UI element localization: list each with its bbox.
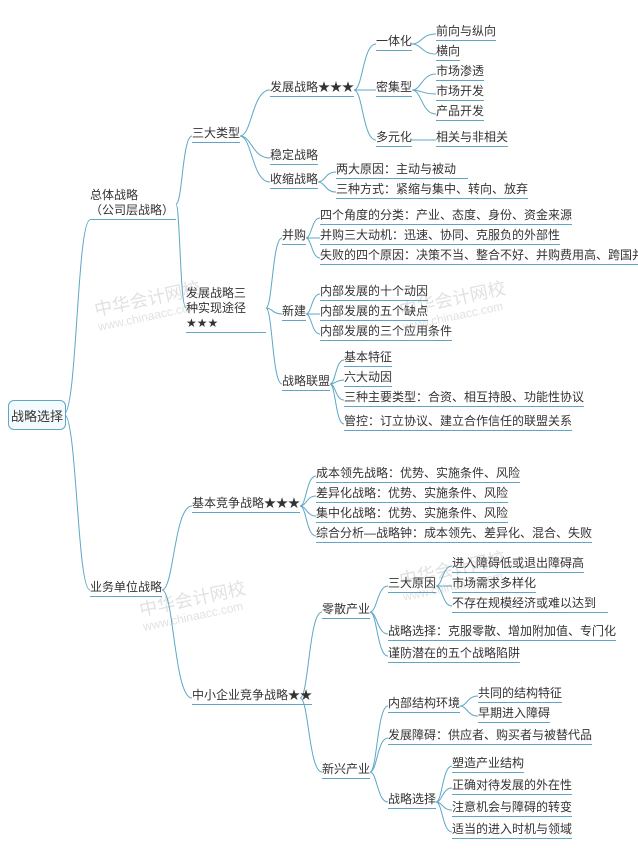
edge bbox=[176, 204, 186, 308]
edge bbox=[370, 772, 388, 802]
node-e6: 相关与非相关 bbox=[436, 128, 508, 147]
node-c8: 新兴产业 bbox=[322, 760, 370, 779]
node-d1: 一体化 bbox=[376, 32, 412, 51]
node-i1: 共同的结构特征 bbox=[478, 684, 562, 703]
node-j4: 适当的进入时机与领域 bbox=[452, 820, 572, 839]
node-d16: 成本领先战略：优势、实施条件、风险 bbox=[316, 464, 520, 483]
edge bbox=[306, 238, 320, 258]
node-h3: 战略选择 bbox=[388, 790, 436, 809]
edge bbox=[306, 294, 320, 314]
node-i2: 早期进入障碍 bbox=[478, 704, 550, 723]
node-h1: 内部结构环境 bbox=[388, 694, 460, 713]
edge bbox=[330, 384, 344, 424]
edge bbox=[306, 314, 320, 334]
edge bbox=[64, 220, 90, 414]
node-c2: 稳定战略 bbox=[270, 146, 318, 165]
node-h2: 发展障碍：供应者、购买者与被替代品 bbox=[388, 726, 592, 745]
edge bbox=[300, 476, 316, 506]
node-g1: 进入障碍低或退出障碍高 bbox=[452, 554, 584, 573]
node-d3: 多元化 bbox=[376, 128, 412, 147]
edge bbox=[354, 90, 376, 140]
node-e1: 前向与纵向 bbox=[436, 22, 496, 41]
edge bbox=[240, 90, 270, 136]
node-d8: 失败的四个原因：决策不当、整合不好、并购费用高、跨国并购面临政治风险 bbox=[320, 246, 638, 265]
node-f3: 谨防潜在的五个战略陷阱 bbox=[388, 644, 520, 663]
edge bbox=[412, 90, 436, 94]
node-d10: 内部发展的五个缺点 bbox=[320, 302, 428, 321]
node-d6: 四个角度的分类：产业、态度、身份、资金来源 bbox=[320, 206, 572, 225]
node-c4: 并购 bbox=[282, 226, 306, 245]
node-c7: 零散产业 bbox=[322, 600, 370, 619]
node-c3: 收缩战略 bbox=[270, 170, 318, 189]
node-j2: 正确对待发展的外在性 bbox=[452, 776, 572, 795]
node-g2: 市场需求多样化 bbox=[452, 574, 536, 593]
node-d12: 基本特征 bbox=[344, 348, 392, 367]
edge bbox=[460, 696, 478, 706]
node-b1: 三大类型 bbox=[192, 124, 240, 143]
node-b2: 发展战略三 种实现途径 ★★★ bbox=[186, 286, 266, 333]
node-c1: 发展战略★★★ bbox=[270, 78, 354, 97]
node-d11: 内部发展的三个应用条件 bbox=[320, 322, 452, 341]
edge bbox=[266, 238, 282, 308]
node-c6: 战略联盟 bbox=[282, 372, 330, 391]
edge bbox=[412, 34, 436, 44]
edge bbox=[370, 586, 388, 612]
edge bbox=[436, 586, 452, 606]
node-b3: 基本竞争战略★★★ bbox=[192, 494, 300, 513]
node-j1: 塑造产业结构 bbox=[452, 754, 524, 773]
root-label: 战略选择 bbox=[11, 406, 63, 425]
edge bbox=[64, 414, 90, 590]
node-g3: 不存在规模经济或难以达到 bbox=[452, 594, 608, 613]
node-a2: 业务单位战略 bbox=[90, 578, 162, 597]
edge bbox=[162, 506, 192, 590]
node-f1: 三大原因 bbox=[388, 574, 436, 593]
node-d5: 三种方式：紧缩与集中、转向、放弃 bbox=[336, 180, 528, 199]
node-d17: 差异化战略：优势、实施条件、风险 bbox=[316, 484, 508, 503]
edge bbox=[306, 218, 320, 238]
edge bbox=[300, 506, 316, 536]
node-c5: 新建 bbox=[282, 302, 306, 321]
edge bbox=[412, 74, 436, 90]
node-d15: 管控：订立协议、建立合作信任的联盟关系 bbox=[344, 412, 572, 431]
node-e4: 市场开发 bbox=[436, 82, 484, 101]
node-j3: 注意机会与障碍的转变 bbox=[452, 798, 572, 817]
edge bbox=[354, 44, 376, 90]
edge bbox=[460, 706, 478, 716]
node-b4: 中小企业竞争战略★★ bbox=[192, 686, 312, 705]
node-d9: 内部发展的十个动因 bbox=[320, 282, 428, 301]
node-d2: 密集型 bbox=[376, 78, 412, 97]
node-a1: 总体战略 （公司层战略） bbox=[90, 188, 176, 220]
node-e3: 市场渗透 bbox=[436, 62, 484, 81]
node-d7: 并购三大动机：迅速、协同、克服负的外部性 bbox=[320, 226, 560, 245]
root-node: 战略选择 bbox=[8, 400, 66, 430]
edge bbox=[240, 136, 270, 182]
node-d13: 六大动因 bbox=[344, 368, 392, 387]
edge bbox=[436, 566, 452, 586]
edge bbox=[162, 590, 192, 698]
node-e5: 产品开发 bbox=[436, 102, 484, 121]
node-d18: 集中化战略：优势、实施条件、风险 bbox=[316, 504, 508, 523]
node-d4: 两大原因：主动与被动 bbox=[336, 160, 468, 179]
edge bbox=[318, 182, 336, 192]
node-e2: 横向 bbox=[436, 42, 460, 61]
node-d19: 综合分析—战略钟：成本领先、差异化、混合、失败 bbox=[316, 524, 592, 543]
edge bbox=[266, 308, 282, 384]
edge bbox=[300, 698, 322, 772]
edge bbox=[412, 44, 436, 54]
edge bbox=[176, 136, 192, 204]
edge bbox=[318, 172, 336, 182]
node-f2: 战略选择：克服零散、增加附加值、专门化 bbox=[388, 622, 616, 641]
edge bbox=[436, 766, 452, 802]
node-d14: 三种主要类型：合资、相互持股、功能性协议 bbox=[344, 388, 584, 407]
